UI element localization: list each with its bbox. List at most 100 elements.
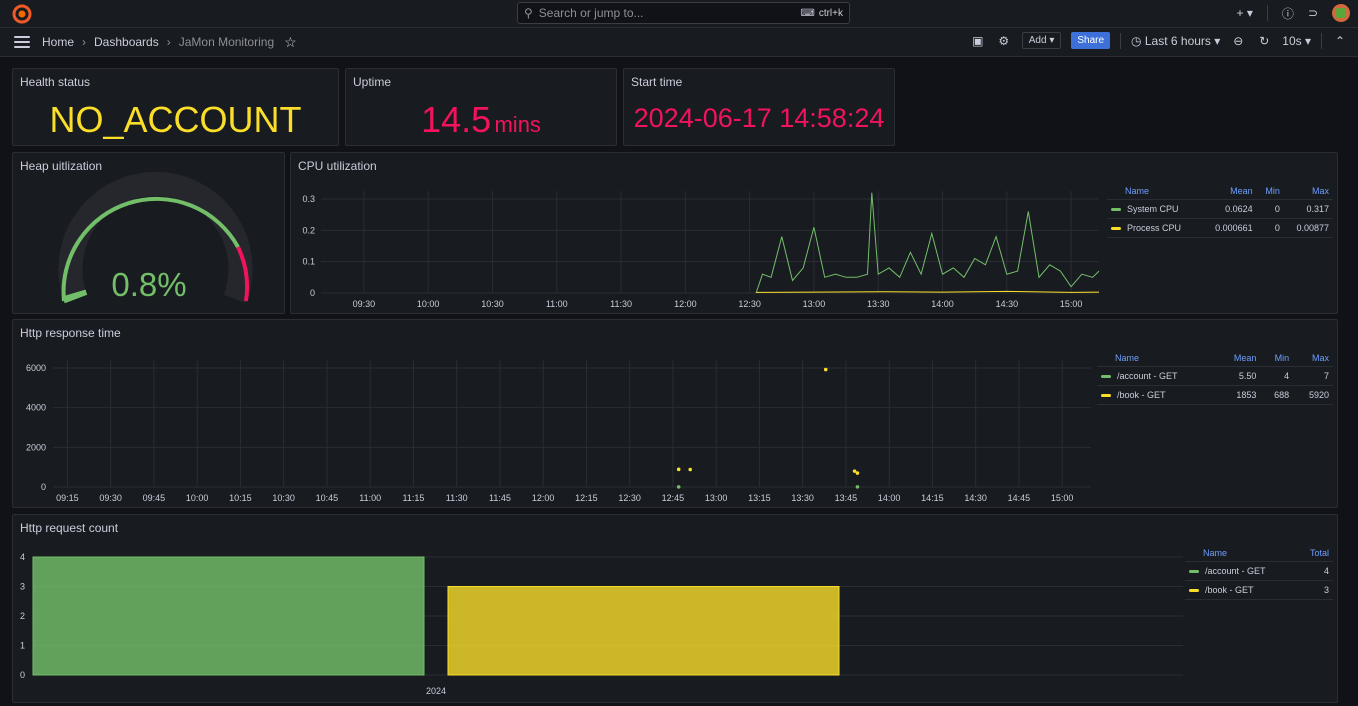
heap-value: 0.8%	[111, 266, 186, 303]
x-tick-label: 10:45	[316, 493, 339, 503]
search-placeholder: Search or jump to...	[538, 6, 644, 20]
x-tick-label: 12:00	[532, 493, 555, 503]
x-tick-label: 09:30	[99, 493, 122, 503]
x-tick-label: 11:30	[610, 299, 632, 309]
legend-row[interactable]: Process CPU 0.000661 0 0.00877	[1107, 218, 1333, 238]
y-tick-label: 0	[310, 288, 315, 298]
rss-icon[interactable]: ⊃	[1307, 6, 1318, 20]
refresh-interval[interactable]: 10s ▾	[1282, 33, 1311, 48]
x-tick-label: 12:30	[738, 299, 761, 309]
x-tick-label: 09:30	[353, 299, 376, 309]
request-count-legend: Name Total /account - GET 4 /book - GET 3	[1185, 545, 1333, 600]
x-tick-label: 14:45	[1008, 493, 1031, 503]
scatter-point	[852, 469, 857, 473]
start-time-panel: Start time 2024-06-17 14:58:24	[623, 68, 895, 146]
gauge-threshold-red	[236, 246, 250, 302]
response-time-legend: Name Mean Min Max /account - GET 5.50 4 7 /boo…	[1097, 350, 1333, 405]
divider	[1120, 32, 1122, 49]
series-line-1	[756, 290, 1100, 293]
divider	[1266, 5, 1268, 21]
add-button[interactable]: Add ▾	[1021, 32, 1062, 49]
cpu-legend: Name Mean Min Max System CPU 0.0624 0 0.317 Pr…	[1107, 183, 1333, 238]
x-tick-label: 14:30	[996, 299, 1019, 309]
crumb-current: JaMon Monitoring	[178, 35, 275, 49]
x-tick-label: 10:15	[229, 493, 252, 503]
x-tick-label: 13:15	[748, 493, 771, 503]
x-tick-label: 09:15	[56, 493, 79, 503]
clock-icon: ◷	[1131, 33, 1142, 48]
crumb-home[interactable]: Home	[42, 35, 75, 49]
y-tick-label: 0.2	[302, 225, 315, 235]
gauge-threshold-green	[61, 196, 240, 302]
x-tick-label: 14:30	[964, 493, 987, 503]
x-tick-label: 10:00	[186, 493, 209, 503]
y-tick-label: 4000	[26, 403, 46, 413]
zoom-out-icon[interactable]: ⊖	[1233, 33, 1244, 48]
heap-utilization-panel: Heap uitlization 0.8%	[12, 152, 285, 314]
x-tick-label: 11:30	[446, 493, 468, 503]
search-icon: ⚲	[524, 6, 533, 20]
x-tick-label: 15:00	[1060, 299, 1083, 309]
chevron-right-icon: ›	[166, 35, 171, 49]
x-tick-label: 14:00	[878, 493, 901, 503]
legend-row[interactable]: /book - GET 3	[1185, 580, 1333, 600]
x-tick-label: 14:15	[921, 493, 944, 503]
bar-0	[32, 556, 425, 676]
uptime-value-group: 14.5 mins	[346, 99, 616, 141]
panel-title: Http response time	[20, 326, 121, 340]
y-tick-label: 0.3	[302, 194, 315, 204]
x-tick-label: 11:15	[402, 493, 424, 503]
scatter-point	[855, 485, 860, 489]
y-tick-label: 2000	[26, 442, 46, 452]
chevron-right-icon: ›	[82, 35, 87, 49]
y-tick-label: 2	[20, 611, 25, 621]
legend-row[interactable]: /book - GET 1853 688 5920	[1097, 385, 1333, 405]
x-tick-label: 12:15	[575, 493, 598, 503]
crumb-dashboards[interactable]: Dashboards	[94, 35, 159, 49]
star-icon[interactable]: ☆	[284, 33, 297, 50]
breadcrumb: Home › Dashboards › JaMon Monitoring	[42, 35, 274, 49]
x-tick-label: 15:00	[1051, 493, 1074, 503]
x-tick-label: 13:00	[705, 493, 728, 503]
cpu-chart: 0 0.1 0.2 0.3 09:30 10:00 10:30 11:00 11:30 12:00…	[302, 191, 1100, 309]
panel-title: Uptime	[353, 75, 392, 89]
x-tick-label: 13:45	[835, 493, 858, 503]
legend-row[interactable]: /account - GET 5.50 4 7	[1097, 366, 1333, 386]
save-icon[interactable]: ▣	[972, 33, 984, 48]
grafana-logo-icon[interactable]	[12, 4, 32, 24]
x-tick-label: 10:30	[272, 493, 295, 503]
help-icon[interactable]: ⓘ	[1281, 6, 1294, 21]
y-tick-label: 0	[41, 482, 46, 492]
uptime-unit: mins	[494, 112, 541, 137]
scatter-point	[676, 467, 681, 472]
uptime-value: 14.5	[421, 99, 492, 140]
y-tick-label: 1	[20, 641, 25, 651]
x-tick-label: 13:00	[803, 299, 826, 309]
x-tick-label: 10:00	[417, 299, 440, 309]
search-input[interactable]: ⚲ Search or jump to... ⌨ ctrl+k	[517, 2, 850, 24]
request-count-chart: 0 1 2 3 4 2024	[20, 552, 1183, 696]
legend-row[interactable]: /account - GET 4	[1185, 561, 1333, 581]
legend-row[interactable]: System CPU 0.0624 0 0.317	[1107, 199, 1333, 219]
settings-icon[interactable]: ⚙	[998, 33, 1010, 48]
panel-title: Http request count	[20, 521, 119, 535]
time-picker[interactable]: ◷ Last 6 hours ▾	[1131, 33, 1221, 48]
share-button[interactable]: Share	[1071, 32, 1111, 49]
bar-1	[447, 586, 840, 676]
menu-icon[interactable]	[14, 36, 30, 48]
uptime-panel: Uptime 14.5 mins	[345, 68, 617, 146]
http-response-time-panel: Http response time 0 2000 4000 6000 09:15 09:…	[12, 319, 1338, 508]
panel-title: CPU utilization	[298, 159, 377, 173]
x-tick-label: 12:45	[662, 493, 685, 503]
chevron-up-icon[interactable]: ⌃	[1334, 33, 1346, 48]
top-bar: ⚲ Search or jump to... ⌨ ctrl+k + ▾ ⓘ ⊃	[0, 0, 1358, 28]
avatar[interactable]	[1332, 4, 1350, 22]
panel-title: Health status	[20, 75, 91, 89]
plus-icon[interactable]: + ▾	[1236, 6, 1253, 20]
dashboard-nav: Home › Dashboards › JaMon Monitoring ☆ ▣…	[0, 28, 1358, 57]
scatter-point	[676, 485, 681, 489]
x-tick-label: 12:00	[674, 299, 697, 309]
refresh-icon[interactable]: ↻	[1259, 33, 1270, 48]
keyboard-icon: ⌨	[800, 7, 815, 19]
x-tick-label: 13:30	[867, 299, 890, 309]
